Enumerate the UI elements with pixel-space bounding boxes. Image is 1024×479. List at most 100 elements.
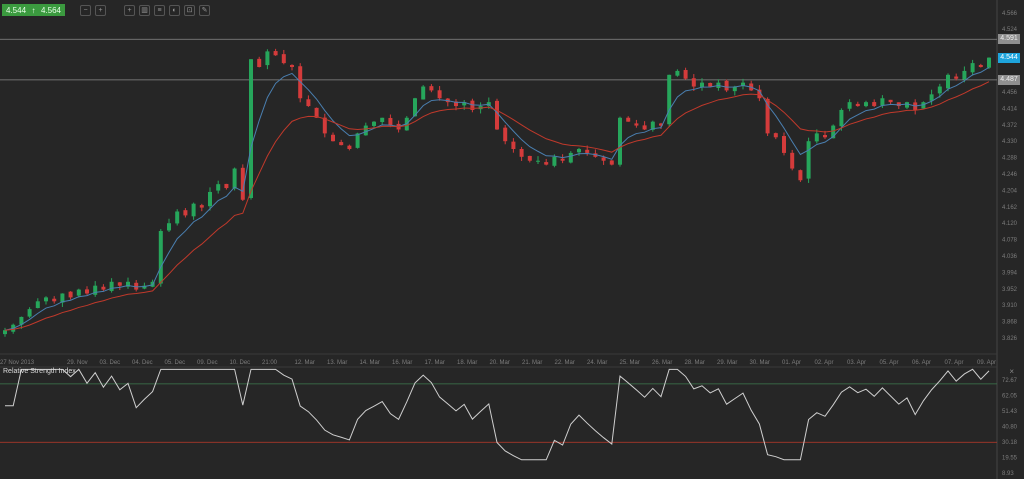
x-tick-label: 07. Apr	[945, 360, 964, 366]
close-icon[interactable]: ×	[1009, 367, 1014, 376]
candle-body	[823, 135, 827, 138]
candle-body	[52, 298, 57, 302]
x-tick-label: 28. Mar	[685, 360, 705, 366]
y-tick-label: 3.952	[1002, 287, 1018, 293]
candle-body	[798, 170, 803, 181]
rsi-y-tick-label: 8.93	[1002, 471, 1014, 477]
x-tick-label: 21:00	[262, 360, 278, 366]
candle-body	[724, 80, 729, 91]
candle-body	[732, 86, 737, 92]
y-tick-label: 3.868	[1002, 320, 1018, 326]
candle-body	[511, 141, 516, 150]
candle-body	[888, 99, 893, 103]
x-tick-label: 30. Mar	[750, 360, 770, 366]
candle-body	[413, 98, 417, 117]
x-tick-label: 05. Apr	[880, 360, 899, 366]
rsi-y-tick-label: 30.18	[1002, 440, 1018, 446]
candle-body	[347, 145, 352, 150]
y-tick-label: 4.414	[1002, 106, 1018, 112]
candle-body	[650, 121, 655, 130]
candle-body	[44, 297, 48, 302]
y-tick-label: 3.994	[1002, 270, 1018, 276]
candle-body	[208, 191, 212, 207]
candle-body	[872, 102, 877, 107]
candle-body	[847, 102, 852, 109]
candle-body	[659, 123, 663, 126]
candle-body	[372, 121, 376, 126]
candle-body	[331, 134, 335, 142]
zoom-out-icon[interactable]: −	[80, 4, 91, 16]
candle-body	[806, 141, 811, 179]
x-tick-label: 02. Apr	[815, 360, 834, 366]
candle-body	[126, 281, 130, 287]
candle-body	[437, 90, 442, 99]
rsi-y-tick-label: 40.80	[1002, 425, 1018, 431]
x-tick-label: 29. Mar	[717, 360, 737, 366]
candle-body	[568, 152, 573, 163]
candle-body	[134, 282, 139, 290]
candle-body	[527, 155, 532, 161]
quote-box[interactable]: 4.544 ↑ 4.564	[2, 4, 65, 16]
x-tick-label: 03. Apr	[847, 360, 866, 366]
candle-body	[35, 301, 40, 309]
candle-body	[765, 98, 770, 134]
y-tick-label: 4.456	[1002, 90, 1018, 96]
zoom-in-icon[interactable]: +	[95, 4, 106, 16]
candle-body	[454, 101, 458, 107]
candle-body	[199, 205, 204, 208]
candle-body	[896, 102, 901, 107]
candle-body	[773, 133, 778, 138]
candle-body	[691, 78, 696, 87]
candle-body	[421, 86, 426, 100]
candle-body	[618, 117, 622, 165]
x-tick-label: 09. Apr	[977, 360, 996, 366]
candle-body	[831, 125, 836, 139]
candle-body	[388, 117, 393, 126]
candle-body	[814, 133, 819, 142]
y-tick-label: 3.826	[1002, 336, 1018, 342]
candle-body	[183, 210, 188, 216]
x-tick-label: 09. Dec	[197, 360, 218, 366]
candle-body	[380, 117, 385, 123]
indicators-icon[interactable]: ≡	[154, 4, 165, 16]
candle-body	[290, 64, 294, 68]
x-tick-label: 01. Apr	[782, 360, 801, 366]
candle-body	[921, 102, 926, 109]
candle-body	[683, 70, 688, 79]
candles-icon[interactable]: ▥	[139, 4, 150, 16]
candle-body	[954, 76, 959, 79]
candle-body	[93, 285, 98, 295]
x-tick-label: 22. Mar	[555, 360, 575, 366]
candle-body	[790, 152, 795, 169]
x-tick-label: 16. Mar	[392, 360, 412, 366]
candle-body	[585, 149, 590, 153]
candle-body	[85, 289, 89, 294]
candle-body	[216, 184, 221, 191]
x-tick-label: 13. Mar	[327, 360, 347, 366]
draw-icon[interactable]: ✎	[199, 4, 210, 16]
candle-body	[273, 51, 278, 56]
y-tick-label: 4.566	[1002, 11, 1018, 17]
candle-body	[495, 100, 499, 130]
x-tick-label: 17. Mar	[425, 360, 445, 366]
x-tick-label: 20. Mar	[490, 360, 510, 366]
candle-body	[987, 57, 991, 68]
candle-body	[741, 82, 745, 87]
crosshair-icon[interactable]: +	[124, 4, 135, 16]
y-tick-label: 4.204	[1002, 188, 1018, 194]
y-tick-label: 4.524	[1002, 27, 1018, 33]
objects-icon[interactable]: ◐	[169, 4, 180, 16]
bid-price: 4.544	[6, 5, 27, 15]
candle-body	[314, 107, 319, 118]
candle-body	[240, 167, 245, 200]
candle-body	[322, 117, 327, 134]
rsi-y-tick-label: 72.67	[1002, 378, 1018, 384]
chart-settings-icon[interactable]: ⊡	[184, 4, 195, 16]
candle-body	[257, 58, 262, 68]
candle-body	[880, 98, 885, 106]
y-tick-label: 4.078	[1002, 238, 1018, 244]
candle-body	[560, 158, 565, 161]
rsi-y-tick-label: 62.05	[1002, 394, 1018, 400]
candle-body	[158, 231, 163, 284]
